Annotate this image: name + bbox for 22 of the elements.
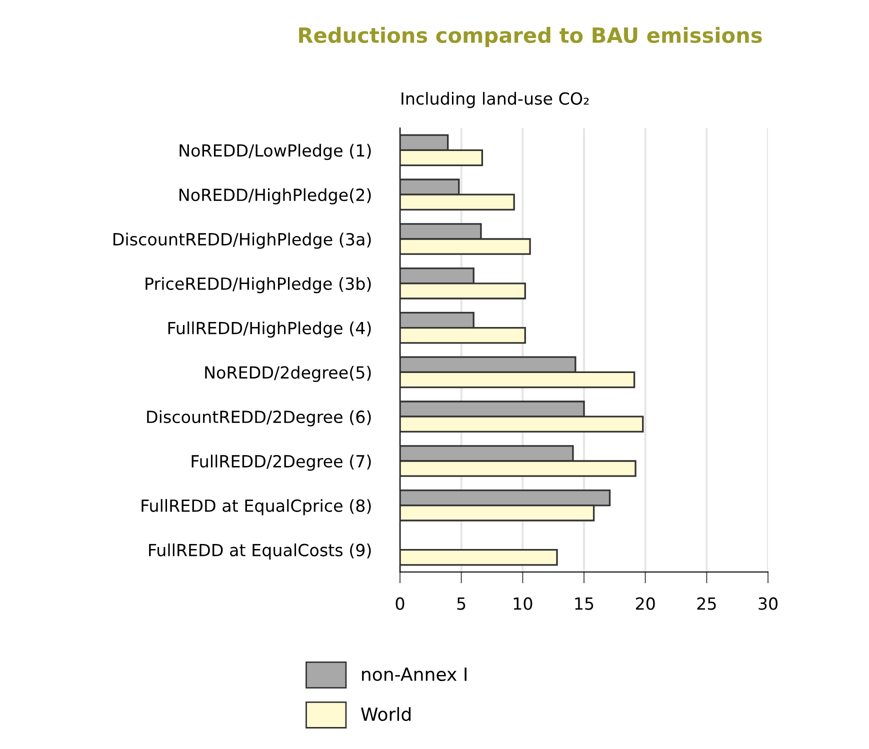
bar <box>400 548 558 566</box>
legend-label: non-Annex I <box>362 668 466 682</box>
y-tick-label: DiscountREDD/2Degree (6) <box>147 410 371 426</box>
y-tick-label: FullREDD at EqualCosts (9) <box>149 543 371 560</box>
x-tick-label: 15 <box>575 598 594 610</box>
y-tick-label: NoREDD/2degree(5) <box>205 366 371 382</box>
y-tick-label: PriceREDD/HighPledge (3b) <box>146 277 371 294</box>
x-tick-label: 0 <box>396 597 404 610</box>
y-tick-label: NoREDD/LowPledge (1) <box>180 144 371 160</box>
y-tick-label: FullREDD at EqualCprice (8) <box>142 499 371 516</box>
x-tick-label: 20 <box>636 597 655 610</box>
x-tick-label: 10 <box>514 597 532 610</box>
x-tick-label: 30 <box>758 597 778 610</box>
x-tick-label: 25 <box>697 597 716 610</box>
y-tick-label: FullREDD/HighPledge (4) <box>168 321 371 338</box>
x-tick-label: 5 <box>457 598 466 610</box>
y-tick-label: NoREDD/HighPledge(2) <box>180 188 371 204</box>
legend-label: World <box>361 707 411 722</box>
y-tick-label: FullREDD/2Degree (7) <box>192 454 371 471</box>
y-tick-label: DiscountREDD/HighPledge (3a) <box>114 232 371 249</box>
chart-subtitle: Including land-use CO₂ <box>402 92 589 108</box>
chart-title: Reductions compared to BAU emissions <box>299 26 762 48</box>
